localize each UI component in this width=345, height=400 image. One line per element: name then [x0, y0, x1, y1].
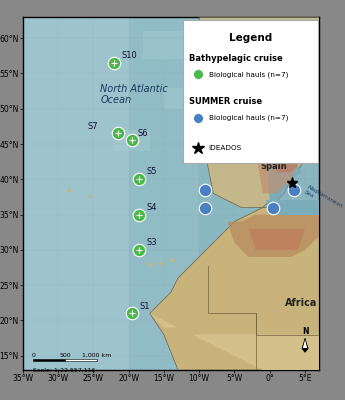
Text: Scale: 1:22,557,116: Scale: 1:22,557,116 — [33, 368, 96, 373]
Text: S4: S4 — [146, 203, 157, 212]
Text: Bathypelagic cruise: Bathypelagic cruise — [189, 54, 283, 63]
Bar — [143, 31, 199, 59]
Polygon shape — [150, 314, 319, 370]
Bar — [65, 359, 97, 362]
Bar — [270, 17, 319, 370]
Text: Africa: Africa — [285, 298, 318, 308]
Text: 0: 0 — [31, 353, 35, 358]
Bar — [115, 130, 150, 151]
Text: S1: S1 — [139, 302, 150, 310]
Bar — [164, 88, 206, 109]
Polygon shape — [266, 200, 319, 214]
Text: S5: S5 — [146, 168, 157, 176]
Text: Mediterranean
Sea: Mediterranean Sea — [304, 184, 344, 214]
Polygon shape — [203, 151, 302, 208]
Text: S3: S3 — [146, 238, 157, 247]
Polygon shape — [302, 349, 308, 352]
Text: N: N — [302, 327, 308, 336]
Text: 1,000 km: 1,000 km — [82, 353, 111, 358]
Text: Biological hauls (n=7): Biological hauls (n=7) — [209, 114, 288, 121]
Polygon shape — [248, 229, 305, 250]
Polygon shape — [266, 151, 302, 200]
Text: North Atlantic
Ocean: North Atlantic Ocean — [100, 84, 168, 105]
Polygon shape — [256, 151, 298, 194]
Text: S10: S10 — [121, 51, 137, 60]
Text: Biological hauls (n=7): Biological hauls (n=7) — [209, 71, 288, 78]
Bar — [129, 17, 199, 370]
Polygon shape — [199, 123, 270, 151]
Bar — [184, 20, 318, 164]
Polygon shape — [227, 214, 319, 257]
Polygon shape — [150, 208, 319, 370]
Text: Legend: Legend — [229, 33, 273, 43]
Text: 500: 500 — [59, 353, 71, 358]
Text: IDEADOS: IDEADOS — [209, 144, 242, 150]
Polygon shape — [302, 338, 308, 349]
Text: SUMMER cruise: SUMMER cruise — [189, 98, 263, 106]
Bar — [23, 17, 129, 370]
Polygon shape — [199, 17, 319, 151]
Polygon shape — [270, 151, 298, 172]
Text: S7: S7 — [88, 122, 98, 130]
Bar — [33, 359, 65, 362]
Text: S6: S6 — [138, 129, 148, 138]
Text: Spain: Spain — [260, 162, 287, 171]
Bar — [199, 17, 270, 370]
